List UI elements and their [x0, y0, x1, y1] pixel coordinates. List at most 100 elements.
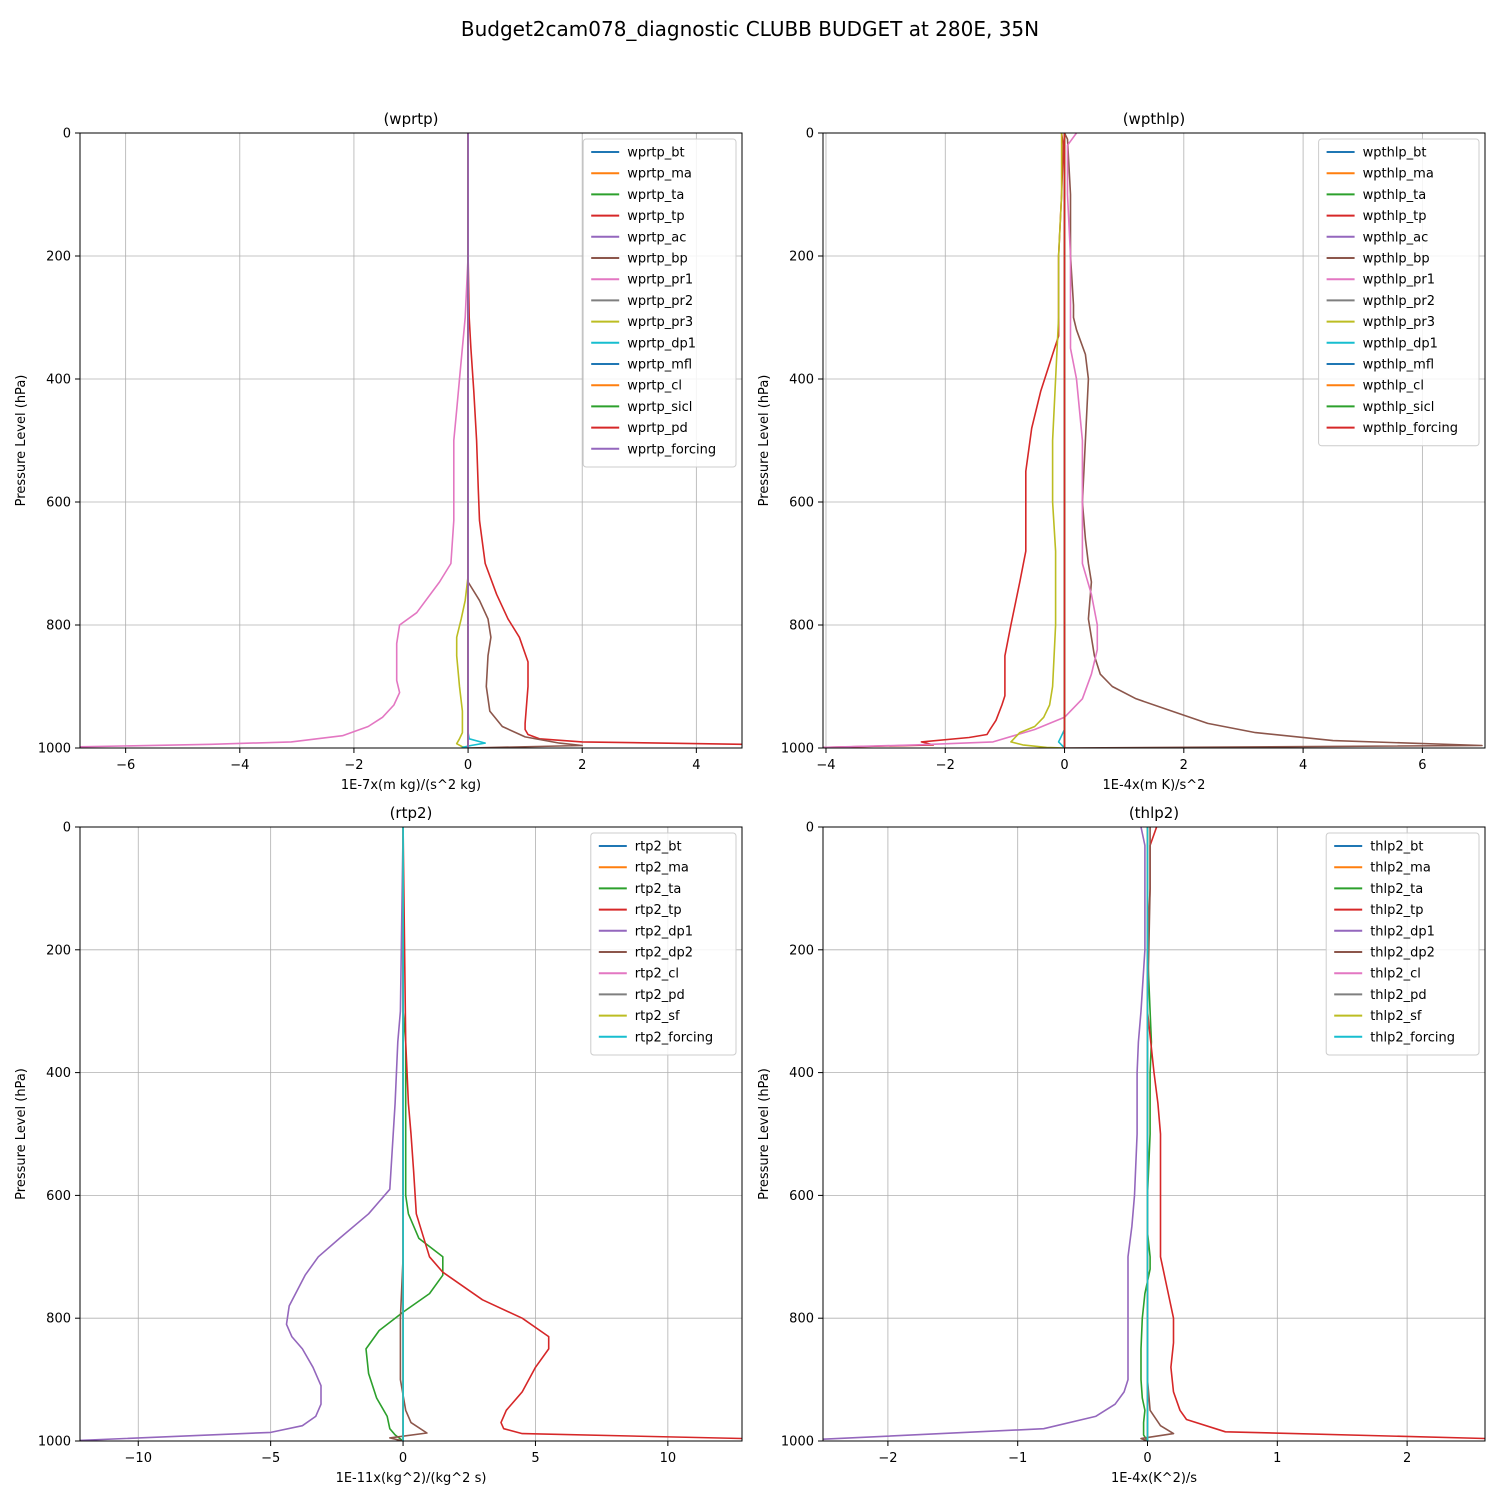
- series-line-thlp2-dp2: [1140, 827, 1175, 1441]
- x-tick-label: 4: [692, 758, 700, 773]
- legend-entry: thlp2_ta: [1370, 882, 1423, 897]
- x-axis-label: 1E-4x(K^2)/s: [1111, 1471, 1197, 1486]
- legend-entry: thlp2_cl: [1370, 967, 1421, 982]
- legend-entry: wpthlp_pr1: [1363, 273, 1435, 288]
- legend-entry: wprtp_ma: [627, 167, 692, 182]
- x-tick-label: −5: [261, 1451, 280, 1466]
- legend-entry: thlp2_ma: [1370, 861, 1431, 876]
- legend-entry: wpthlp_bt: [1363, 146, 1427, 161]
- figure-title: Budget2cam078_diagnostic CLUBB BUDGET at…: [461, 17, 1039, 41]
- panel-rtp2: −10 −5 0 5 10 0 200 400 600 800 1000 (rtp2) 1E-11x(k…: [14, 804, 743, 1486]
- x-tick-label: −10: [125, 1451, 152, 1466]
- legend-entry: wpthlp_dp1: [1363, 336, 1438, 351]
- legend-entry: rtp2_pd: [635, 988, 685, 1003]
- legend-entry: thlp2_bt: [1370, 840, 1423, 855]
- y-axis-label: Pressure Level (hPa): [14, 375, 29, 507]
- x-tick-label: 2: [1180, 758, 1188, 773]
- x-tick-label: 6: [1418, 758, 1426, 773]
- legend-box: [582, 138, 737, 468]
- legend-entry: wprtp_forcing: [627, 442, 716, 457]
- legend-entry: thlp2_pd: [1370, 988, 1426, 1003]
- legend-entry: wprtp_pr3: [627, 315, 693, 330]
- x-tick-label: 0: [1143, 1451, 1151, 1466]
- x-tick-label: 4: [1299, 758, 1307, 773]
- legend-entry: wpthlp_bp: [1363, 252, 1430, 267]
- series-line-wprtp-dp1: [461, 133, 487, 748]
- x-tick-label: 1: [1273, 1451, 1281, 1466]
- series-line-wpthlp-tp: [823, 133, 1065, 748]
- y-tick-label: 800: [46, 619, 71, 634]
- series-group: [80, 133, 742, 748]
- y-tick-label: 200: [789, 250, 814, 265]
- legend-entry: wprtp_mfl: [627, 358, 692, 373]
- y-tick-label: 0: [63, 127, 71, 142]
- legend-entry: rtp2_sf: [635, 1009, 680, 1024]
- x-tick-label: 2: [1403, 1451, 1411, 1466]
- legend-entry: wprtp_sicl: [627, 400, 692, 415]
- legend-entry: wpthlp_mfl: [1363, 358, 1434, 373]
- panel-title-wpthlp: (wpthlp): [1123, 110, 1186, 128]
- legend-entry: rtp2_cl: [635, 967, 679, 982]
- legend-entry: wpthlp_ma: [1363, 167, 1434, 182]
- legend-entry: wpthlp_ta: [1363, 188, 1427, 203]
- legend: wpthlp_bt wpthlp_ma wpthlp_ta wpthlp_tpwpth…: [1318, 138, 1480, 447]
- y-tick-label: 800: [789, 619, 814, 634]
- legend-entry: wpthlp_ac: [1363, 230, 1429, 245]
- y-tick-label: 400: [789, 373, 814, 388]
- legend-entry: wprtp_pd: [627, 421, 688, 436]
- panel-title-wprtp: (wprtp): [383, 110, 438, 128]
- panel-thlp2: −2 −1 0 1 2 0 200 400 600 800 1000 (thlp2) 1E-4x(K^2…: [757, 804, 1486, 1486]
- axes-frame: [822, 826, 1486, 1442]
- legend-entry: wpthlp_cl: [1363, 379, 1424, 394]
- x-axis-label: 1E-7x(m kg)/(s^2 kg): [341, 778, 481, 793]
- series-line-wpthlp-pr1: [823, 133, 1099, 748]
- x-tick-label: 0: [1060, 758, 1068, 773]
- series-group: [823, 827, 1485, 1441]
- y-tick-label: 1000: [38, 1435, 71, 1450]
- y-tick-label: 600: [46, 496, 71, 511]
- panel-title-rtp2: (rtp2): [390, 804, 433, 822]
- series-line-rtp2-tp: [402, 827, 742, 1440]
- series-line-rtp2-dp2: [388, 827, 428, 1441]
- y-tick-label: 1000: [781, 742, 814, 757]
- panel-wpthlp: −4 −2 0 2 4 6 0 200 400 600 800 1000 (wpthlp) 1E-4x(m…: [757, 110, 1486, 793]
- legend-entry: rtp2_bt: [635, 840, 682, 855]
- legend-entry: wprtp_cl: [627, 379, 682, 394]
- y-tick-label: 600: [789, 1189, 814, 1204]
- y-tick-label: 0: [806, 821, 814, 836]
- series-line-wprtp-bp: [467, 133, 584, 748]
- legend-box: [1318, 138, 1480, 447]
- x-tick-label: −2: [936, 758, 955, 773]
- y-tick-label: 400: [46, 1066, 71, 1081]
- y-tick-label: 1000: [38, 742, 71, 757]
- y-tick-label: 400: [46, 373, 71, 388]
- series-line-wpthlp-bp: [1063, 133, 1483, 748]
- y-axis-label: Pressure Level (hPa): [757, 375, 772, 507]
- series-line-rtp2-dp1: [80, 827, 404, 1441]
- legend-box: [1325, 832, 1480, 1056]
- legend-entry: thlp2_dp1: [1370, 924, 1435, 939]
- legend-entry: thlp2_sf: [1370, 1009, 1422, 1024]
- panel-wprtp: −6 −4 −2 0 2 4 0 200 400 600 800 1000 (wprtp) 1E-7x(m…: [14, 110, 743, 793]
- legend-entry: wpthlp_sicl: [1363, 400, 1435, 415]
- legend-entry: thlp2_forcing: [1370, 1030, 1455, 1045]
- y-axis-label: Pressure Level (hPa): [14, 1068, 29, 1200]
- x-tick-label: −4: [230, 758, 249, 773]
- series-line-wprtp-tp: [467, 133, 742, 746]
- series-line-wprtp-pr1: [80, 133, 469, 748]
- panel-title-thlp2: (thlp2): [1129, 804, 1179, 822]
- legend-entry: rtp2_dp2: [635, 946, 693, 961]
- x-tick-label: 10: [660, 1451, 677, 1466]
- legend-entry: wprtp_ac: [627, 230, 686, 245]
- legend-entry: wprtp_dp1: [627, 336, 696, 351]
- y-tick-label: 600: [789, 496, 814, 511]
- x-tick-label: 2: [578, 758, 586, 773]
- legend-box: [590, 832, 737, 1056]
- y-tick-label: 1000: [781, 1435, 814, 1450]
- legend: wprtp_bt wprtp_ma wprtp_ta wprtp_tp wprtp_ac…: [582, 138, 737, 468]
- legend-entry: wpthlp_pr2: [1363, 294, 1435, 309]
- legend-entry: wprtp_bp: [627, 252, 688, 267]
- series-line-wpthlp-pr3: [1010, 133, 1065, 748]
- y-tick-label: 400: [789, 1066, 814, 1081]
